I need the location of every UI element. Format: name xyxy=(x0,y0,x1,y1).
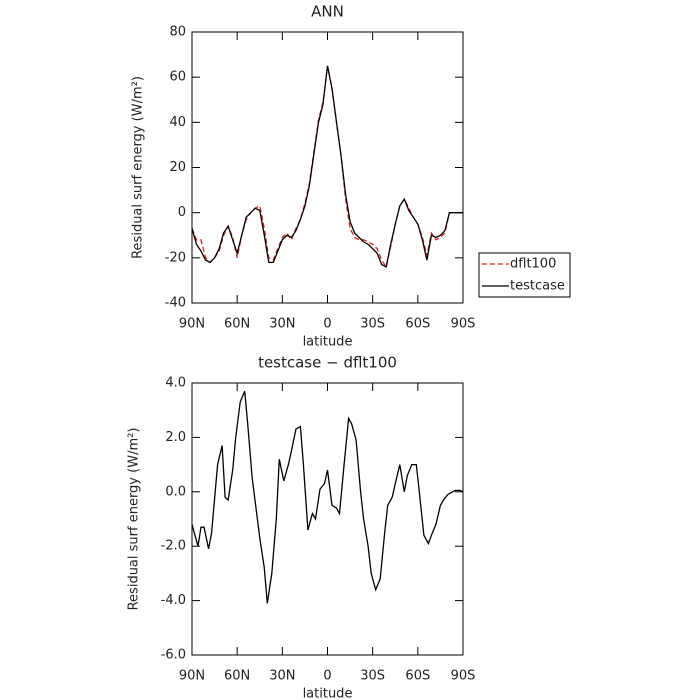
y-tick-label: 0.0 xyxy=(165,484,186,499)
y-tick-label: -40 xyxy=(165,296,186,311)
x-axis-label: latitude xyxy=(303,687,353,700)
x-tick-label: 30N xyxy=(269,317,295,332)
y-tick-label: -2.0 xyxy=(161,539,186,554)
x-tick-label: 30S xyxy=(360,317,385,332)
x-tick-label: 0 xyxy=(323,669,331,684)
y-tick-label: 4.0 xyxy=(165,376,186,391)
x-tick-label: 60S xyxy=(405,669,430,684)
x-tick-label: 90N xyxy=(179,317,205,332)
legend-label: dflt100 xyxy=(510,257,556,272)
y-tick-label: 2.0 xyxy=(165,430,186,445)
x-tick-label: 90S xyxy=(451,317,476,332)
data-line xyxy=(191,390,464,604)
x-axis-label: latitude xyxy=(303,335,353,350)
x-tick-label: 30N xyxy=(269,669,295,684)
x-tick-label: 30S xyxy=(360,669,385,684)
data-line xyxy=(191,65,463,268)
y-tick-label: 0 xyxy=(178,205,186,220)
y-tick-label: -20 xyxy=(165,250,186,265)
legend-frame xyxy=(478,252,571,298)
x-tick-label: 60N xyxy=(224,317,250,332)
plot-frame xyxy=(191,31,464,304)
x-tick-label: 90S xyxy=(451,669,476,684)
y-axis-label: Residual surf energy (W/m²) xyxy=(131,76,146,259)
x-tick-label: 90N xyxy=(179,669,205,684)
y-tick-label: -4.0 xyxy=(161,593,186,608)
chart-title: testcase − dflt100 xyxy=(258,354,397,372)
y-axis-label: Residual surf energy (W/m²) xyxy=(127,428,142,611)
chart-title: ANN xyxy=(311,3,344,21)
x-tick-label: 0 xyxy=(323,317,331,332)
y-tick-label: -6.0 xyxy=(161,648,186,663)
legend-label: testcase xyxy=(510,279,565,294)
x-tick-label: 60N xyxy=(224,669,250,684)
y-tick-label: 20 xyxy=(169,160,186,175)
y-tick-label: 80 xyxy=(169,25,186,40)
y-tick-label: 60 xyxy=(169,70,186,85)
data-line xyxy=(191,65,463,269)
x-tick-label: 60S xyxy=(405,317,430,332)
y-tick-label: 40 xyxy=(169,115,186,130)
